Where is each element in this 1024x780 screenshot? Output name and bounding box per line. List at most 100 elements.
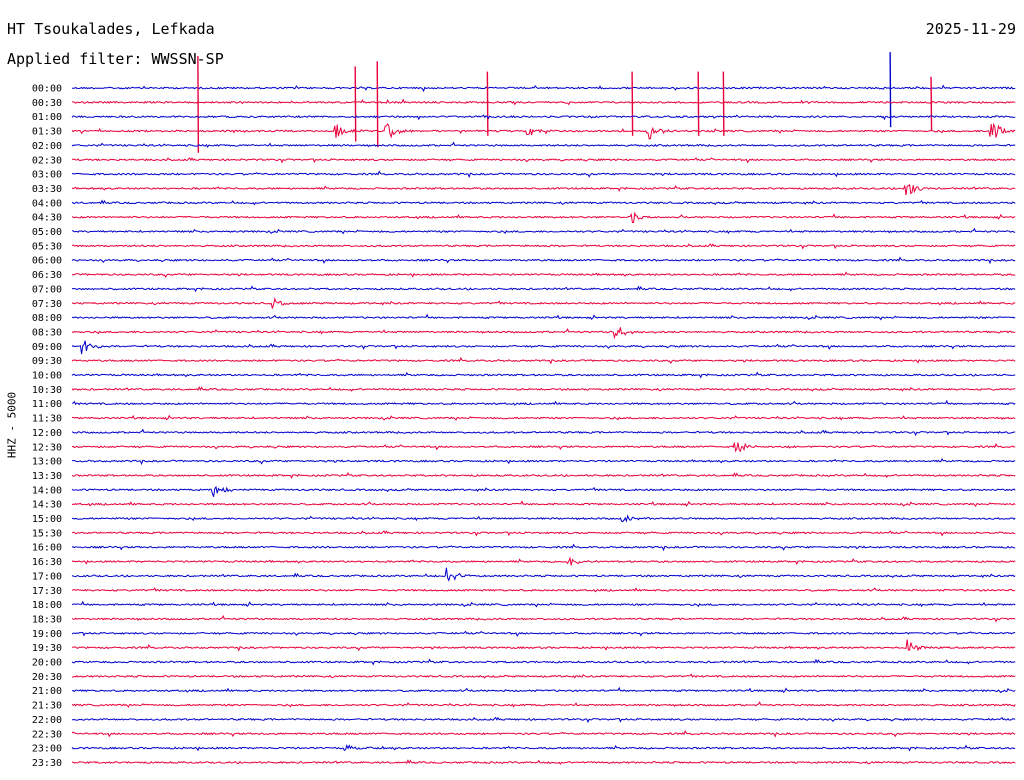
traces	[71, 52, 1016, 766]
row-label-27: 13:30	[32, 471, 62, 482]
row-label-23: 11:30	[32, 414, 62, 425]
row-label-20: 10:00	[32, 371, 62, 382]
row-label-24: 12:00	[32, 428, 62, 439]
row-label-42: 21:00	[32, 686, 62, 697]
trace-row-23	[71, 414, 1016, 421]
row-label-38: 19:00	[32, 629, 62, 640]
plot-date: 2025-11-29	[925, 20, 1016, 38]
row-label-41: 20:30	[32, 672, 62, 683]
row-label-17: 08:30	[32, 327, 62, 338]
trace-row-35	[71, 587, 1016, 593]
trace-row-22	[71, 399, 1016, 406]
trace-row-14	[71, 285, 1016, 293]
trace-row-28	[71, 485, 1016, 497]
spike-row-1-2	[376, 61, 379, 148]
row-labels: 00:00 00:30 01:00 01:30 02:00 02:30 03:00 03:30…	[32, 84, 62, 769]
row-label-40: 20:00	[32, 658, 62, 669]
trace-row-8	[71, 199, 1016, 206]
row-label-47: 23:30	[32, 758, 62, 769]
trace-row-32	[71, 543, 1016, 552]
trace-row-27	[71, 472, 1016, 479]
spike-row-1-4	[631, 71, 634, 136]
row-label-2: 01:00	[32, 112, 62, 123]
row-label-32: 16:00	[32, 543, 62, 554]
row-label-4: 02:00	[32, 141, 62, 152]
trace-row-39	[71, 639, 1016, 652]
trace-row-30	[71, 514, 1016, 523]
row-label-25: 12:30	[32, 442, 62, 453]
trace-row-41	[71, 673, 1016, 679]
row-label-21: 10:30	[32, 385, 62, 396]
row-label-46: 23:00	[32, 744, 62, 755]
trace-row-45	[71, 730, 1016, 738]
row-label-34: 17:00	[32, 571, 62, 582]
trace-row-29	[71, 500, 1016, 508]
row-label-33: 16:30	[32, 557, 62, 568]
trace-row-20	[71, 371, 1016, 379]
row-label-8: 04:00	[32, 198, 62, 209]
row-label-0: 00:00	[32, 84, 62, 95]
trace-row-2	[71, 114, 1016, 121]
trace-row-3	[71, 122, 1016, 140]
row-label-1: 00:30	[32, 98, 62, 109]
row-label-22: 11:00	[32, 399, 62, 410]
row-label-36: 18:00	[32, 600, 62, 611]
trace-row-7	[71, 184, 1016, 196]
trace-row-0	[71, 84, 1016, 93]
trace-row-31	[71, 530, 1016, 537]
row-label-3: 01:30	[32, 127, 62, 138]
trace-row-47	[71, 759, 1016, 766]
trace-row-36	[71, 600, 1016, 608]
row-label-28: 14:00	[32, 485, 62, 496]
trace-row-34	[71, 567, 1016, 582]
row-label-19: 09:30	[32, 356, 62, 367]
trace-row-26	[71, 457, 1016, 466]
trace-row-44	[71, 716, 1016, 724]
spike-row-1-6	[722, 71, 725, 136]
trace-row-25	[71, 442, 1016, 453]
row-label-13: 06:30	[32, 270, 62, 281]
trace-row-13	[71, 271, 1016, 279]
trace-row-17	[71, 327, 1016, 340]
row-label-37: 18:30	[32, 614, 62, 625]
spike-row-0-0	[889, 52, 892, 128]
row-label-26: 13:00	[32, 457, 62, 468]
trace-row-21	[71, 385, 1016, 392]
trace-row-38	[71, 630, 1016, 637]
spike-row-1-3	[486, 71, 489, 136]
row-label-7: 03:30	[32, 184, 62, 195]
trace-row-33	[71, 556, 1016, 566]
row-label-31: 15:30	[32, 528, 62, 539]
row-label-44: 22:00	[32, 715, 62, 726]
row-label-5: 02:30	[32, 155, 62, 166]
trace-row-11	[71, 243, 1016, 250]
trace-row-5	[71, 157, 1016, 164]
row-label-6: 03:00	[32, 170, 62, 181]
trace-row-15	[71, 297, 1016, 309]
row-label-45: 22:30	[32, 729, 62, 740]
spike-row-1-7	[930, 76, 933, 131]
station-title: HT Tsoukalades, Lefkada	[7, 20, 215, 38]
row-label-11: 05:30	[32, 241, 62, 252]
spike-row-1-5	[697, 71, 700, 136]
trace-row-12	[71, 256, 1016, 265]
trace-row-18	[71, 340, 1016, 355]
row-label-39: 19:30	[32, 643, 62, 654]
trace-row-19	[71, 356, 1016, 365]
row-label-9: 04:30	[32, 213, 62, 224]
trace-row-42	[71, 686, 1016, 694]
row-label-29: 14:30	[32, 500, 62, 511]
trace-row-6	[71, 170, 1016, 179]
row-label-18: 09:00	[32, 342, 62, 353]
row-label-30: 15:00	[32, 514, 62, 525]
row-label-12: 06:00	[32, 256, 62, 267]
row-label-16: 08:00	[32, 313, 62, 324]
trace-row-37	[71, 615, 1016, 623]
spike-row-1-0	[197, 56, 200, 153]
row-label-14: 07:00	[32, 284, 62, 295]
trace-row-24	[71, 428, 1016, 437]
row-label-35: 17:30	[32, 586, 62, 597]
trace-row-16	[71, 313, 1016, 321]
trace-row-40	[71, 658, 1016, 666]
